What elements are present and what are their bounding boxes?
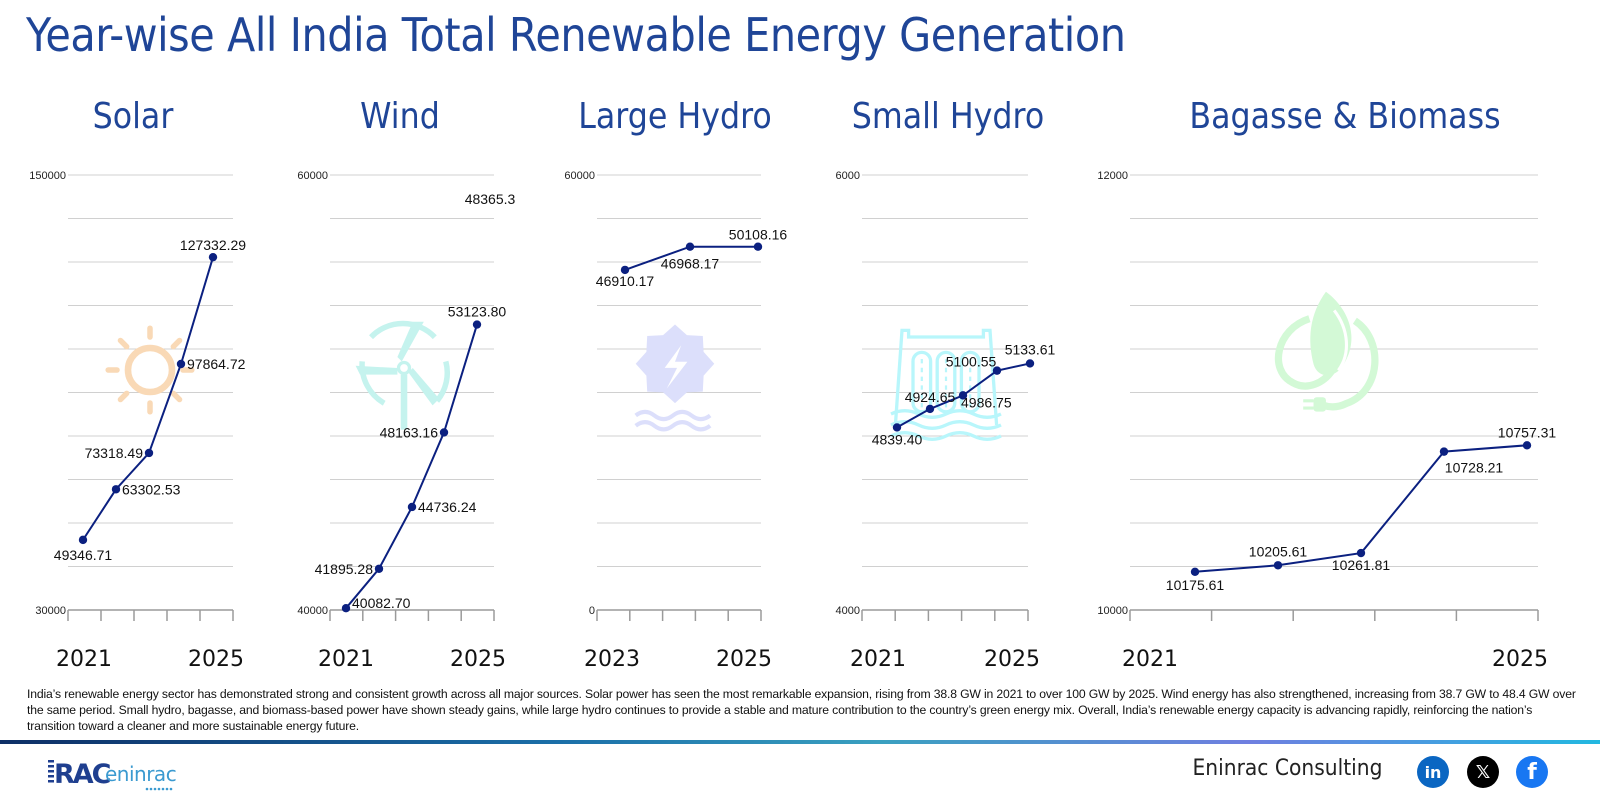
dam-icon (890, 328, 1002, 441)
charts-panel: 30000 150000 2021 2025 49346.71 63302.53 73318… (29, 170, 1557, 672)
logo-eninrac-text: eninrac (105, 762, 176, 786)
solar-data-point[interactable] (78, 535, 88, 545)
bagasse-biomass-data-point[interactable] (1190, 567, 1200, 577)
bagasse-biomass-data-label: 10757.31 (1498, 424, 1557, 440)
wind-data-point[interactable] (374, 564, 384, 573)
wind-y-tick-label: 60000 (297, 170, 328, 182)
solar-data-point[interactable] (144, 448, 154, 458)
large-hydro-data-point[interactable] (620, 265, 630, 275)
small-hydro-y-tick-label: 6000 (836, 170, 860, 182)
small-hydro-data-label: 5133.61 (1005, 341, 1056, 357)
wind-data-label: 44736.24 (418, 499, 477, 515)
wind-data-label: 40082.70 (352, 595, 411, 611)
wind-y-tick-label: 40000 (297, 605, 328, 617)
bagasse-biomass-data-label: 10261.81 (1332, 557, 1391, 573)
small-hydro-x-tick-label: 2025 (984, 647, 1040, 672)
footer-divider (0, 740, 1600, 744)
small-hydro-data-point[interactable] (925, 404, 935, 414)
wind-data-point[interactable] (472, 320, 482, 329)
small-hydro-y-tick-label: 4000 (836, 605, 860, 617)
bagasse-biomass-data-point[interactable] (1356, 548, 1366, 558)
large-hydro-data-point[interactable] (685, 242, 695, 251)
small-hydro-data-label: 4924.65 (905, 389, 956, 405)
solar-data-point[interactable] (176, 359, 186, 369)
bagasse-biomass-data-point[interactable] (1522, 441, 1532, 450)
description-text: India’s renewable energy sector has demo… (27, 687, 1576, 733)
small-hydro-data-point[interactable] (992, 366, 1002, 375)
solar-x-tick-label: 2025 (188, 647, 244, 672)
solar-series-line (82, 256, 214, 541)
bagasse-biomass-y-tick-label: 10000 (1097, 605, 1128, 617)
bagasse-biomass-data-point[interactable] (1439, 447, 1449, 456)
chart-title-wind: Wind (360, 96, 440, 137)
bagasse-biomass-x-tick-label: 2025 (1492, 647, 1548, 672)
small-hydro-data-label: 4839.40 (872, 431, 923, 447)
large-hydro-data-label: 50108.16 (729, 227, 788, 243)
logo-rac-text: RAC (54, 759, 111, 790)
small-hydro-data-point[interactable] (958, 391, 968, 400)
bagasse-biomass-data-label: 10728.21 (1445, 460, 1504, 476)
solar-data-label: 127332.29 (180, 237, 246, 253)
bagasse-biomass-y-tick-label: 12000 (1097, 170, 1128, 182)
small-hydro-data-point[interactable] (892, 423, 902, 432)
wind-data-point[interactable] (407, 502, 417, 512)
large-hydro-data-label: 46968.17 (661, 256, 720, 272)
solar-y-tick-label: 30000 (35, 605, 66, 617)
solar-data-label: 49346.71 (54, 547, 113, 563)
solar-data-label: 63302.53 (122, 481, 181, 497)
leaf-plug-icon (1274, 291, 1379, 412)
wind-x-tick-label: 2021 (318, 647, 374, 672)
x-twitter-icon[interactable]: 𝕏 (1467, 756, 1499, 788)
wind-annotation: 48365.3 (465, 191, 516, 207)
chart-title-large-hydro: Large Hydro (578, 96, 772, 137)
bagasse-biomass-data-point[interactable] (1273, 561, 1283, 570)
large-hydro-x-tick-label: 2025 (716, 647, 772, 672)
small-hydro-data-point[interactable] (1025, 359, 1035, 368)
solar-data-point[interactable] (111, 485, 121, 494)
bagasse-biomass-data-label: 10175.61 (1166, 577, 1225, 593)
wind-x-tick-label: 2025 (450, 647, 506, 672)
large-hydro-data-label: 46910.17 (596, 273, 655, 289)
hydro-turbine-icon (634, 324, 715, 432)
chart-title-solar: Solar (92, 96, 174, 137)
bagasse-biomass-data-label: 10205.61 (1249, 543, 1308, 559)
wind-data-label: 41895.28 (315, 561, 374, 577)
wind-data-point[interactable] (341, 604, 351, 613)
solar-x-tick-label: 2021 (56, 647, 112, 672)
small-hydro-data-label: 5100.55 (946, 354, 997, 370)
eninrac-logo[interactable]: RAC eninrac (48, 753, 188, 793)
wind-data-label: 53123.80 (448, 304, 507, 320)
sun-icon (105, 325, 195, 415)
wind-data-point[interactable] (439, 428, 449, 437)
small-hydro-data-label: 4986.75 (961, 394, 1012, 410)
linkedin-icon[interactable]: in (1417, 756, 1449, 788)
solar-y-tick-label: 150000 (29, 170, 66, 182)
solar-data-label: 73318.49 (85, 445, 144, 461)
facebook-icon[interactable]: f (1516, 756, 1548, 788)
page-title: Year-wise All India Total Renewable Ener… (26, 8, 1126, 62)
large-hydro-x-tick-label: 2023 (584, 647, 640, 672)
bagasse-biomass-x-tick-label: 2021 (1122, 647, 1178, 672)
solar-data-point[interactable] (208, 252, 218, 262)
large-hydro-data-point[interactable] (753, 242, 763, 251)
large-hydro-y-tick-label: 60000 (564, 170, 595, 182)
chart-title-small-hydro: Small Hydro (851, 96, 1045, 137)
solar-data-label: 97864.72 (187, 356, 246, 372)
wind-data-label: 48163.16 (380, 424, 439, 440)
large-hydro-y-tick-label: 0 (589, 605, 595, 617)
company-name: Eninrac Consulting (1192, 756, 1382, 781)
chart-title-bagasse-biomass: Bagasse & Biomass (1189, 96, 1501, 137)
small-hydro-x-tick-label: 2021 (850, 647, 906, 672)
wind-turbine-icon (355, 320, 451, 430)
